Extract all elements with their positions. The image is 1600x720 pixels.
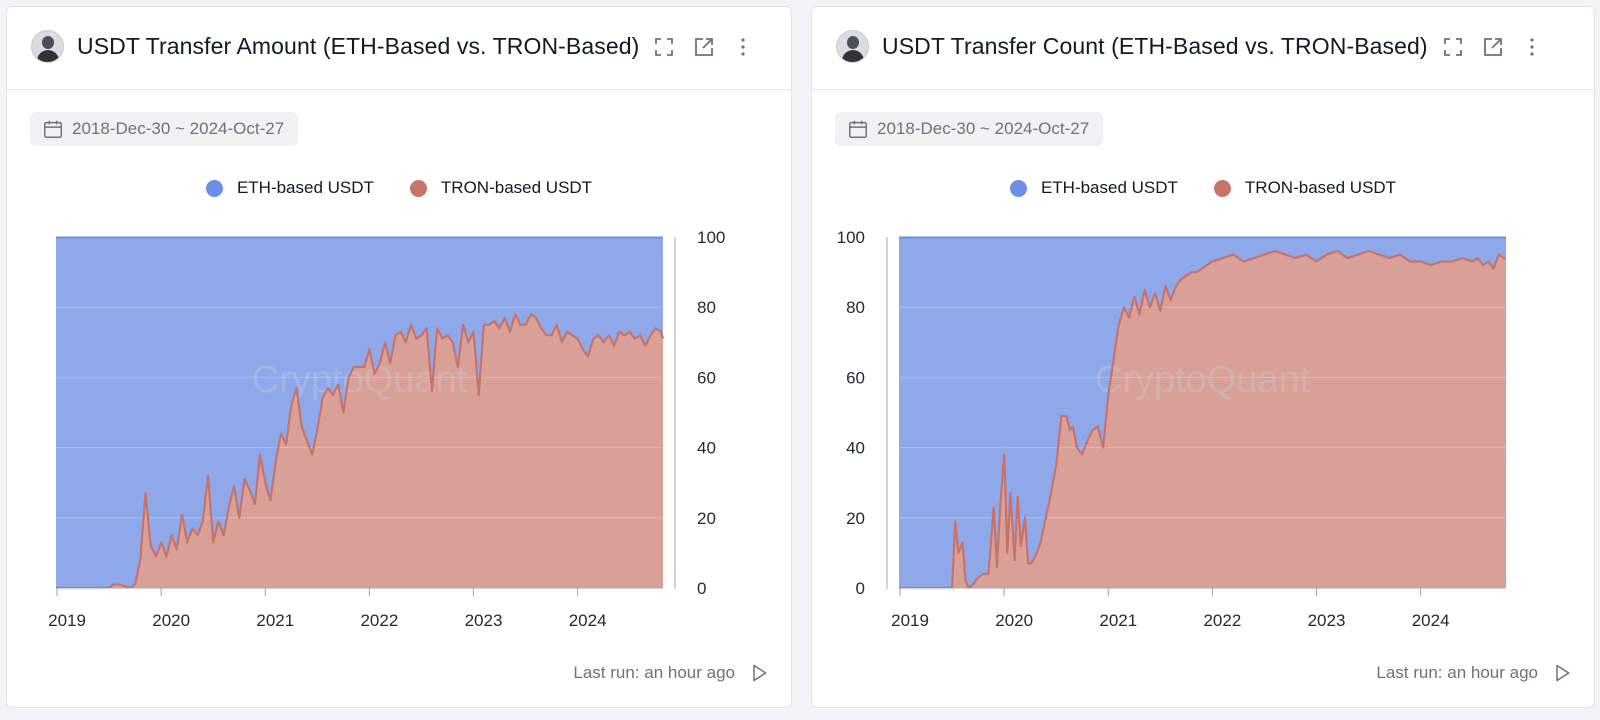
open-external-icon[interactable] [1481, 35, 1505, 59]
calendar-icon [849, 120, 867, 138]
x-tick-label: 2024 [1412, 611, 1450, 630]
watermark-text: CryptoQuant [1095, 359, 1311, 401]
author-avatar[interactable] [31, 30, 64, 63]
x-tick-label: 2020 [152, 611, 190, 630]
legend-item-eth[interactable]: ETH-based USDT [205, 178, 374, 198]
tron-area [56, 314, 663, 588]
x-tick-label: 2021 [256, 611, 294, 630]
legend-item-tron[interactable]: TRON-based USDT [1213, 178, 1397, 198]
panel-title: USDT Transfer Amount (ETH-Based vs. TRON… [77, 33, 640, 59]
legend-label-eth: ETH-based USDT [1040, 178, 1178, 197]
legend-swatch-tron [1213, 179, 1231, 197]
legend-item-eth[interactable]: ETH-based USDT [1009, 178, 1178, 198]
chart-panel-transfer-amount: USDT Transfer Amount (ETH-Based vs. TRON… [6, 6, 792, 708]
x-tick-label: 2022 [1203, 611, 1241, 630]
legend-item-tron[interactable]: TRON-based USDT [409, 178, 593, 198]
tron-area [899, 251, 1506, 588]
last-run-text: Last run: an hour ago [573, 663, 735, 682]
chart-transfer-count[interactable]: CryptoQuant 0 20 40 60 80 100 2019 2020 2021 2022 2… [812, 217, 1596, 647]
play-icon[interactable] [749, 663, 769, 683]
chart-legend: ETH-based USDT TRON-based USDT [7, 178, 791, 198]
y-tick-label: 60 [697, 368, 716, 387]
x-tick-label: 2023 [465, 611, 503, 630]
open-external-icon[interactable] [692, 35, 716, 59]
x-tick-label: 2023 [1308, 611, 1346, 630]
last-run-text: Last run: an hour ago [1376, 663, 1538, 682]
x-tick-label: 2024 [569, 611, 607, 630]
panel-title: USDT Transfer Count (ETH-Based vs. TRON-… [882, 33, 1428, 59]
chart-legend: ETH-based USDT TRON-based USDT [812, 178, 1594, 198]
fullscreen-icon[interactable] [652, 35, 676, 59]
y-tick-label: 80 [846, 298, 865, 317]
calendar-icon [44, 120, 62, 138]
play-icon[interactable] [1552, 663, 1572, 683]
date-range-text: 2018-Dec-30 ~ 2024-Oct-27 [72, 119, 285, 138]
tron-line [899, 249, 1506, 590]
y-tick-label: 40 [846, 439, 865, 458]
date-range-text: 2018-Dec-30 ~ 2024-Oct-27 [877, 119, 1090, 138]
x-tick-label: 2020 [995, 611, 1033, 630]
more-vertical-icon[interactable] [1520, 35, 1544, 59]
x-tick-label: 2022 [360, 611, 398, 630]
watermark-text: CryptoQuant [252, 359, 468, 401]
x-tick-label: 2019 [48, 611, 86, 630]
y-tick-label: 20 [846, 509, 865, 528]
panel-header: USDT Transfer Amount (ETH-Based vs. TRON… [7, 7, 791, 90]
author-avatar[interactable] [836, 30, 869, 63]
panel-footer: Last run: an hour ago [1376, 663, 1572, 683]
y-tick-label: 40 [697, 439, 716, 458]
legend-label-tron: TRON-based USDT [440, 178, 593, 197]
y-tick-label: 100 [837, 228, 865, 247]
legend-label-eth: ETH-based USDT [236, 178, 374, 197]
y-tick-label: 80 [697, 298, 716, 317]
x-tick-label: 2021 [1099, 611, 1137, 630]
legend-swatch-tron [409, 179, 427, 197]
x-tick-label: 2019 [891, 611, 929, 630]
legend-swatch-eth [205, 179, 223, 197]
y-tick-label: 60 [846, 368, 865, 387]
tron-line [56, 313, 665, 590]
panel-footer: Last run: an hour ago [573, 663, 769, 683]
y-tick-label: 0 [697, 579, 706, 598]
date-range-chip[interactable]: 2018-Dec-30 ~ 2024-Oct-27 [30, 112, 299, 146]
y-tick-label: 20 [697, 509, 716, 528]
more-vertical-icon[interactable] [731, 35, 755, 59]
legend-swatch-eth [1009, 179, 1027, 197]
panel-header: USDT Transfer Count (ETH-Based vs. TRON-… [812, 7, 1594, 90]
fullscreen-icon[interactable] [1441, 35, 1465, 59]
date-range-chip[interactable]: 2018-Dec-30 ~ 2024-Oct-27 [835, 112, 1104, 146]
legend-label-tron: TRON-based USDT [1244, 178, 1397, 197]
chart-transfer-amount[interactable]: CryptoQuant 0 20 40 60 80 100 2019 2020 2021 2022 2… [7, 217, 793, 647]
chart-panel-transfer-count: USDT Transfer Count (ETH-Based vs. TRON-… [811, 6, 1595, 708]
y-tick-label: 100 [697, 228, 725, 247]
y-tick-label: 0 [856, 579, 865, 598]
